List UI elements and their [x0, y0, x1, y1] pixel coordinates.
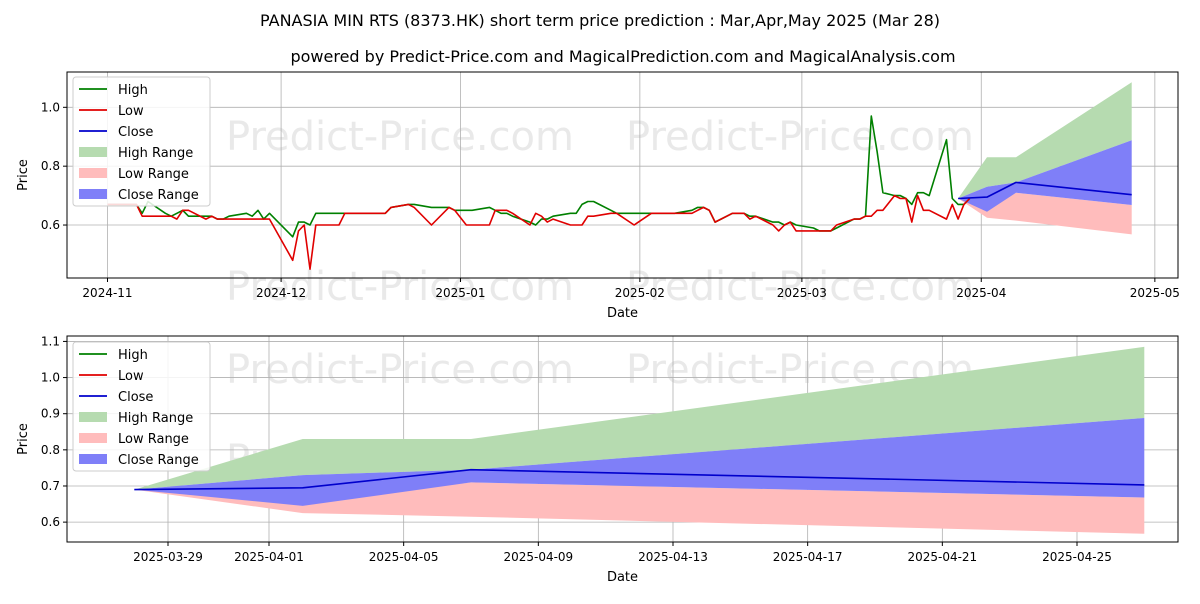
watermark-text: Predict-Price.com — [226, 264, 574, 310]
band-high-range — [958, 82, 1132, 199]
x-tick-label: 2025-04-17 — [773, 550, 843, 564]
plot-frame — [66, 335, 1179, 543]
x-tick-label: 2025-03-29 — [133, 550, 203, 564]
legend-label-close: Close — [118, 390, 153, 405]
y-tick-label: 1.1 — [41, 334, 60, 348]
x-tick-label: 2025-04-01 — [234, 550, 304, 564]
x-tick-label: 2025-01 — [435, 286, 485, 300]
x-tick-label: 2025-04-13 — [638, 550, 708, 564]
series-line-close — [134, 468, 1145, 491]
top-panel: Predict-Price.com Predict-Price.com Predic… — [16, 71, 1180, 321]
legend: High Low Close High Range Low Range Close Ran… — [72, 76, 211, 207]
legend-swatch-low-range — [79, 168, 107, 178]
legend-label-close: Close — [118, 125, 153, 140]
legend: High Low Close High Range Low Range Close Ran… — [72, 341, 211, 472]
x-tick-label: 2025-02 — [615, 286, 665, 300]
watermark-text: Predict-Price.com — [226, 347, 574, 393]
y-axis-label: Price — [16, 423, 31, 455]
legend-label-high-range: High Range — [118, 146, 193, 161]
legend-swatch-close-range — [79, 454, 107, 464]
chart-title: PANASIA MIN RTS (8373.HK) short term pri… — [260, 11, 940, 30]
x-tick-label: 2025-03 — [777, 286, 827, 300]
series-line-close — [958, 181, 1132, 200]
y-tick-label: 0.8 — [41, 159, 60, 173]
legend-label-low-range: Low Range — [118, 432, 189, 447]
y-tick-label: 0.9 — [41, 407, 60, 421]
band-low-range — [134, 482, 1145, 534]
watermark-text: Predict-Price.com — [626, 114, 974, 160]
y-tick-label: 0.8 — [41, 443, 60, 457]
band-low-range — [958, 192, 1132, 235]
legend-label-low-range: Low Range — [118, 167, 189, 182]
series-line-low — [107, 194, 971, 271]
x-tick-label: 2025-04-21 — [907, 550, 977, 564]
legend-label-low: Low — [118, 369, 144, 384]
legend-label-high: High — [118, 348, 148, 363]
watermark-text: Predict-Price.com — [626, 264, 974, 310]
legend-swatch-low-range — [79, 433, 107, 443]
legend-label-high: High — [118, 83, 148, 98]
chart-subtitle: powered by Predict-Price.com and Magical… — [290, 47, 955, 66]
bottom-panel: Predict-Price.comPredict-Price.comPredic… — [16, 334, 1179, 585]
legend-box — [72, 341, 211, 472]
x-axis-label: Date — [607, 306, 638, 321]
y-tick-label: 1.0 — [41, 100, 60, 114]
band-high-range — [134, 346, 1145, 490]
y-axis-label: Price — [16, 159, 31, 191]
legend-label-low: Low — [118, 104, 144, 119]
legend-swatch-close-range — [79, 189, 107, 199]
x-tick-label: 2025-04-25 — [1042, 550, 1112, 564]
legend-label-close-range: Close Range — [118, 188, 199, 203]
legend-swatch-high-range — [79, 147, 107, 157]
plot-frame — [66, 71, 1179, 279]
x-tick-label: 2025-05 — [1130, 286, 1180, 300]
y-tick-label: 0.7 — [41, 479, 60, 493]
x-tick-label: 2025-04 — [956, 286, 1006, 300]
band-close-range — [958, 140, 1132, 212]
x-tick-label: 2024-11 — [82, 286, 132, 300]
legend-label-high-range: High Range — [118, 411, 193, 426]
legend-label-close-range: Close Range — [118, 453, 199, 468]
watermark-text: Predict-Price.com — [226, 114, 574, 160]
y-tick-label: 1.0 — [41, 371, 60, 385]
legend-swatch-high-range — [79, 412, 107, 422]
x-axis-label: Date — [607, 570, 638, 585]
x-tick-label: 2025-04-09 — [503, 550, 573, 564]
legend-box — [72, 76, 211, 207]
y-tick-label: 0.6 — [41, 218, 60, 232]
y-tick-label: 0.6 — [41, 515, 60, 529]
x-tick-label: 2024-12 — [256, 286, 306, 300]
band-close-range — [134, 418, 1145, 506]
x-tick-label: 2025-04-05 — [369, 550, 439, 564]
